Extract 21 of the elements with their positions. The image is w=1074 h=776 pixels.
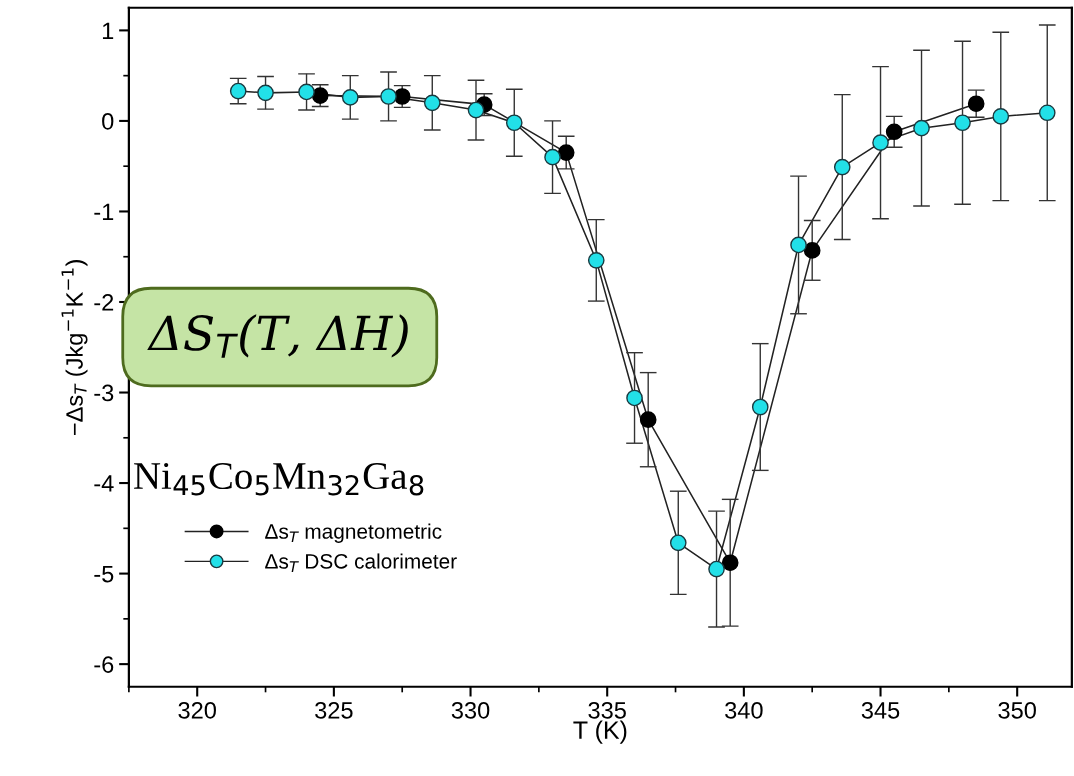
- legend-label: Δs$_{T}$ magnetometric: [265, 523, 442, 543]
- x-axis-title: T (K): [573, 720, 627, 744]
- legend-label: Δs$_{T}$ DSC calorimeter: [265, 553, 457, 572]
- y-tick-label: -3: [94, 384, 114, 402]
- x-tick-label: 340: [725, 701, 763, 719]
- y-tick-label: 0: [102, 112, 114, 130]
- y-tick-label: -4: [94, 475, 114, 492]
- x-tick-label: 325: [315, 701, 353, 719]
- annotation: Ni$_{45}$Co$_{5}$Mn$_{32}$Ga$_{8}$: [134, 462, 424, 496]
- y-tick-label: -6: [94, 656, 114, 673]
- x-tick-label: 345: [861, 701, 900, 719]
- y-tick-label: 1: [102, 22, 114, 39]
- x-tick-label: 320: [178, 701, 216, 719]
- y-tick-label: -2: [94, 294, 114, 311]
- y-tick-label: -5: [94, 565, 114, 583]
- y-axis-title: −Δs$_{T}$ (Jkg$^{−1}$K$^{−1}$): [61, 260, 88, 435]
- x-tick-label: 330: [451, 701, 490, 719]
- x-tick-label: 335: [588, 701, 626, 719]
- y-tick-label: -1: [94, 203, 114, 221]
- x-tick-label: 350: [998, 701, 1036, 719]
- annotation: ΔS$_{T}$(T, ΔH): [147, 314, 408, 358]
